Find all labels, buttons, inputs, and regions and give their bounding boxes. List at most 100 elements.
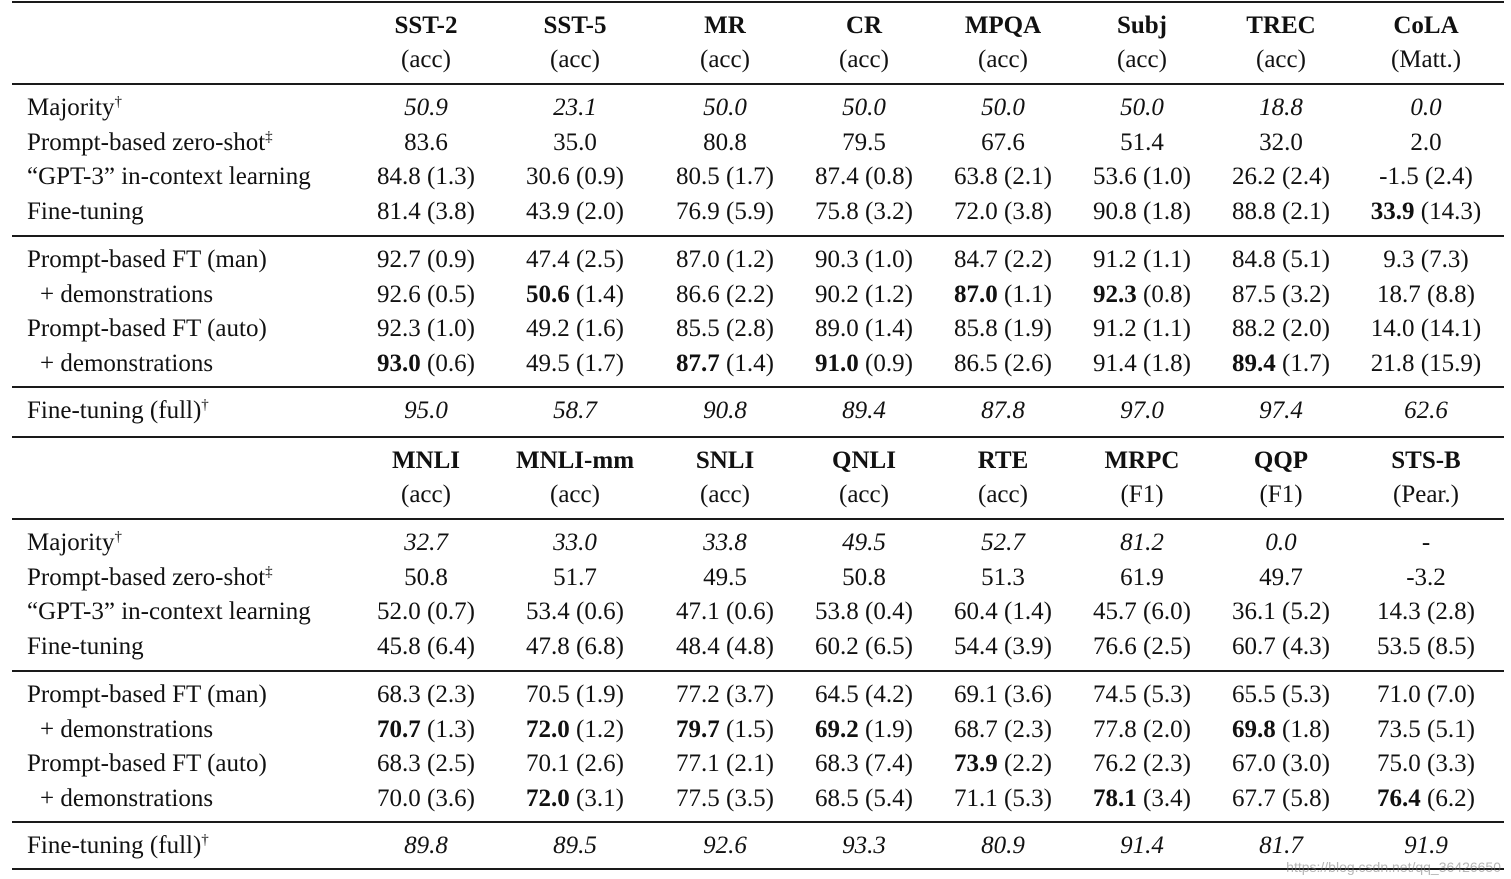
cell-stddev: (3.5) <box>726 784 774 812</box>
cell-value: 95.0 <box>404 397 448 424</box>
table-row: “GPT-3” in-context learning 84.8 (1.3) 30.… <box>12 160 1504 194</box>
table-cell: 49.7 <box>1211 561 1351 595</box>
cell-stddev: (1.9) <box>1004 315 1052 342</box>
row-label: “GPT-3” in-context learning <box>27 595 311 629</box>
cell-value: 77.5 <box>676 784 720 812</box>
column-header-name: MPQA <box>964 12 1042 39</box>
cell-value: 89.0 <box>815 315 859 342</box>
table-cell: 90.8 <box>655 394 795 428</box>
cell-value: 68.3 <box>377 681 421 708</box>
table-cell: 88.8 (2.1) <box>1211 195 1351 229</box>
table-cell: 48.4 (4.8) <box>655 630 795 664</box>
column-header-name: TREC <box>1246 12 1316 39</box>
table-cell: 73.9 (2.2) <box>933 747 1073 781</box>
cell-value: 65.5 <box>1232 681 1276 708</box>
table-cell: 35.0 <box>505 126 645 160</box>
cell-value: 92.7 <box>377 246 421 273</box>
table-cell: - <box>1356 526 1496 560</box>
table-cell: 68.7 (2.3) <box>933 713 1073 747</box>
row-label-text: Fine-tuning <box>27 197 144 225</box>
column-header-name: MNLI <box>391 447 461 474</box>
cell-stddev: (0.8) <box>1143 280 1191 308</box>
cell-stddev: (1.7) <box>726 163 774 190</box>
cell-value: 23.1 <box>553 94 597 121</box>
table-cell: 76.4 (6.2) <box>1356 782 1496 816</box>
cell-value: 52.0 <box>377 598 421 625</box>
table-row: Fine-tuning 81.4 (3.8) 43.9 (2.0) 76.9 (5.9… <box>12 195 1504 229</box>
cell-stddev: (8.8) <box>1427 280 1475 308</box>
cell-value: 69.1 <box>954 681 998 708</box>
cell-value: 87.8 <box>981 397 1025 424</box>
cell-stddev: (1.4) <box>865 315 913 342</box>
cell-stddev: (7.3) <box>1420 246 1469 273</box>
table-cell: 50.8 <box>356 561 496 595</box>
table-row: Majority† 50.9 23.1 50.0 50.0 50.0 50.0 18.8 0.0 <box>12 91 1504 125</box>
cell-value: 47.8 <box>526 632 570 660</box>
cell-value: 91.2 <box>1093 246 1137 273</box>
cell-value: 2.0 <box>1410 128 1442 156</box>
table-cell: 67.7 (5.8) <box>1211 782 1351 816</box>
table-cell: 85.8 (1.9) <box>933 312 1073 346</box>
table-cell: 72.0 (3.8) <box>933 195 1073 229</box>
cell-value: 50.8 <box>404 563 448 591</box>
table-cell: 81.7 <box>1211 829 1351 863</box>
cell-value: 86.5 <box>954 349 998 377</box>
table-cell: 68.3 (2.3) <box>356 678 496 712</box>
table-cell: 72.0 (1.2) <box>505 713 645 747</box>
column-header-metric: (Matt.) <box>1390 46 1462 73</box>
table-cell: 70.5 (1.9) <box>505 678 645 712</box>
cell-value: 89.5 <box>553 832 597 859</box>
cell-stddev: (1.7) <box>1282 349 1330 377</box>
group-rule <box>12 821 1504 823</box>
cell-stddev: (2.0) <box>1143 715 1191 743</box>
row-label-text: + demonstrations <box>40 349 214 377</box>
row-label: Fine-tuning (full)† <box>27 394 209 428</box>
table-cell: 86.5 (2.6) <box>933 347 1073 381</box>
cell-value: 52.7 <box>981 529 1025 556</box>
cell-stddev: (1.0) <box>1143 163 1191 190</box>
cell-value: 77.1 <box>676 750 720 777</box>
table-cell: 51.3 <box>933 561 1073 595</box>
cell-stddev: (1.2) <box>865 280 913 308</box>
row-label-text: + demonstrations <box>40 280 214 308</box>
row-label-text: Majority <box>27 94 115 121</box>
table-cell: 69.2 (1.9) <box>794 713 934 747</box>
cell-value: 70.7 <box>377 715 421 743</box>
cell-value: 70.0 <box>377 784 421 812</box>
table-cell: 69.8 (1.8) <box>1211 713 1351 747</box>
table-cell: 71.1 (5.3) <box>933 782 1073 816</box>
table-cell: 76.9 (5.9) <box>655 195 795 229</box>
table-cell: 92.3 (0.8) <box>1072 278 1212 312</box>
cell-stddev: (2.1) <box>1282 197 1330 225</box>
table-row: Prompt-based FT (man) 68.3 (2.3) 70.5 (1.9… <box>12 678 1504 712</box>
table-cell: 91.4 <box>1072 829 1212 863</box>
table-cell: 80.9 <box>933 829 1073 863</box>
table-cell: 87.5 (3.2) <box>1211 278 1351 312</box>
table-cell: 61.9 <box>1072 561 1212 595</box>
cell-stddev: (2.2) <box>1004 246 1052 273</box>
cell-stddev: (1.1) <box>1143 315 1191 342</box>
cell-value: 67.0 <box>1232 750 1276 777</box>
cell-value: 87.4 <box>815 163 859 190</box>
cell-stddev: (1.8) <box>1143 197 1191 225</box>
table-cell: 60.7 (4.3) <box>1211 630 1351 664</box>
cell-value: 83.6 <box>404 128 448 156</box>
cell-value: 91.9 <box>1404 832 1448 859</box>
cell-stddev: (2.0) <box>576 197 624 225</box>
cell-value: 61.9 <box>1120 563 1164 591</box>
column-header-metric: (acc) <box>839 481 889 508</box>
header-rule <box>12 83 1504 85</box>
cell-value: 72.0 <box>954 197 998 225</box>
cell-value: 49.5 <box>526 349 570 377</box>
cell-value: 33.8 <box>703 529 747 556</box>
cell-value: 68.5 <box>815 784 859 812</box>
column-header-name: RTE <box>977 447 1029 474</box>
table-cell: 68.3 (7.4) <box>794 747 934 781</box>
cell-value: 74.5 <box>1093 681 1137 708</box>
cell-stddev: (1.4) <box>576 280 624 308</box>
cell-value: 70.5 <box>526 681 570 708</box>
row-label-text: Prompt-based zero-shot <box>27 128 266 156</box>
cell-value: 76.9 <box>676 197 720 225</box>
column-header-metric: (acc) <box>700 46 750 73</box>
table-cell: 73.5 (5.1) <box>1356 713 1496 747</box>
